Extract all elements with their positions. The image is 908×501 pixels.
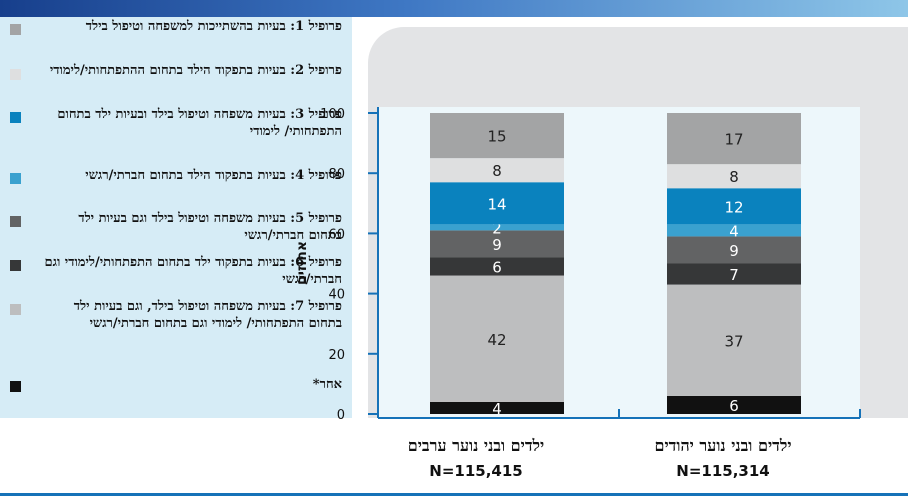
bar-value-label-0-2: 6 [492,259,502,277]
legend-panel [0,17,352,418]
bar-segment-0-3 [430,230,564,258]
bar-value-label-0-5: 14 [487,195,506,213]
bar-value-label-0-3: 9 [492,236,502,254]
legend-item-7: אחר* [312,377,342,392]
category-n-1: N=115,314 [676,462,770,480]
bar-value-label-0-1: 42 [487,331,506,349]
y-tick-label-100: 100 [320,107,345,122]
legend-item-0: פרופיל 1: בעיות בהשתייכות למשפחה וטיפול … [85,19,342,34]
category-label-1: ילדים ובני נוער יהודים [654,436,792,455]
bar-segment-0-6 [430,158,564,183]
y-tick-label-60: 60 [328,227,345,242]
bar-value-label-0-6: 8 [492,162,502,180]
bottom-rule [0,493,908,496]
bar-segment-0-0 [430,401,564,414]
bar-value-label-0-0: 4 [492,400,502,418]
legend: פרופיל 1: בעיות בהשתייכות למשפחה וטיפול … [0,0,352,401]
category-n-0: N=115,415 [429,462,523,480]
bar-value-label-1-7: 17 [724,131,743,149]
bar-value-label-1-1: 37 [724,332,743,350]
bar-value-label-1-6: 8 [729,168,739,186]
bar-segment-0-7 [430,113,564,159]
legend-swatch-7 [10,381,21,392]
y-tick-label-0: 0 [337,408,345,423]
bar-value-label-1-2: 7 [729,266,739,284]
bar-segment-1-3 [667,236,801,264]
bar-segment-0-2 [430,257,564,276]
bar-value-label-1-0: 6 [729,397,739,415]
legend-item-1: פרופיל 2: בעיות בתפקוד הילד בתחום ההתפתח… [49,63,342,78]
legend-swatch-3 [10,173,21,184]
bar-value-label-1-4: 4 [729,222,739,240]
category-label-0: ילדים ובני נוער ערבים [407,436,545,455]
legend-swatch-0 [10,24,21,35]
bar-segment-1-6 [667,164,801,189]
bar-segment-1-1 [667,284,801,396]
legend-swatch-6 [10,304,21,315]
bar-segment-1-4 [667,224,801,237]
y-axis-title: אחוזים [294,241,310,285]
bar-value-label-0-7: 15 [487,128,506,146]
legend-item-3: פרופיל 4: בעיות בתפקוד הילד בתחום חברתי/… [85,168,342,183]
y-tick-label-80: 80 [328,167,345,182]
bar-segment-0-5 [430,182,564,225]
legend-swatch-5 [10,260,21,271]
bar-segment-1-5 [667,188,801,225]
y-tick-label-20: 20 [328,348,345,363]
top-banner [0,0,908,17]
bar-segment-0-1 [430,275,564,402]
legend-item-4: פרופיל 5: בעיות משפחה וטיפול בילד וגם בע… [78,211,342,243]
bar-segment-1-0 [667,395,801,414]
legend-item-6: פרופיל 7: בעיות משפחה וטיפול בילד, וגם ב… [73,299,342,331]
legend-swatch-1 [10,69,21,80]
bar-value-label-0-4: 2 [492,219,502,237]
legend-swatch-2 [10,112,21,123]
bar-segment-0-4 [430,224,564,231]
bar-value-label-1-5: 12 [724,198,743,216]
bar-segment-1-7 [667,113,801,165]
legend-item-5: פרופיל 6: בעיות בתפקוד ילד בתחום התפתחות… [44,255,342,287]
bar-value-label-1-3: 9 [729,242,739,260]
legend-swatch-4 [10,216,21,227]
y-tick-label-40: 40 [328,288,345,303]
legend-item-2: פרופיל 3: בעיות משפחה וטיפול בילד ובעיות… [57,107,342,139]
bar-segment-1-2 [667,263,801,285]
